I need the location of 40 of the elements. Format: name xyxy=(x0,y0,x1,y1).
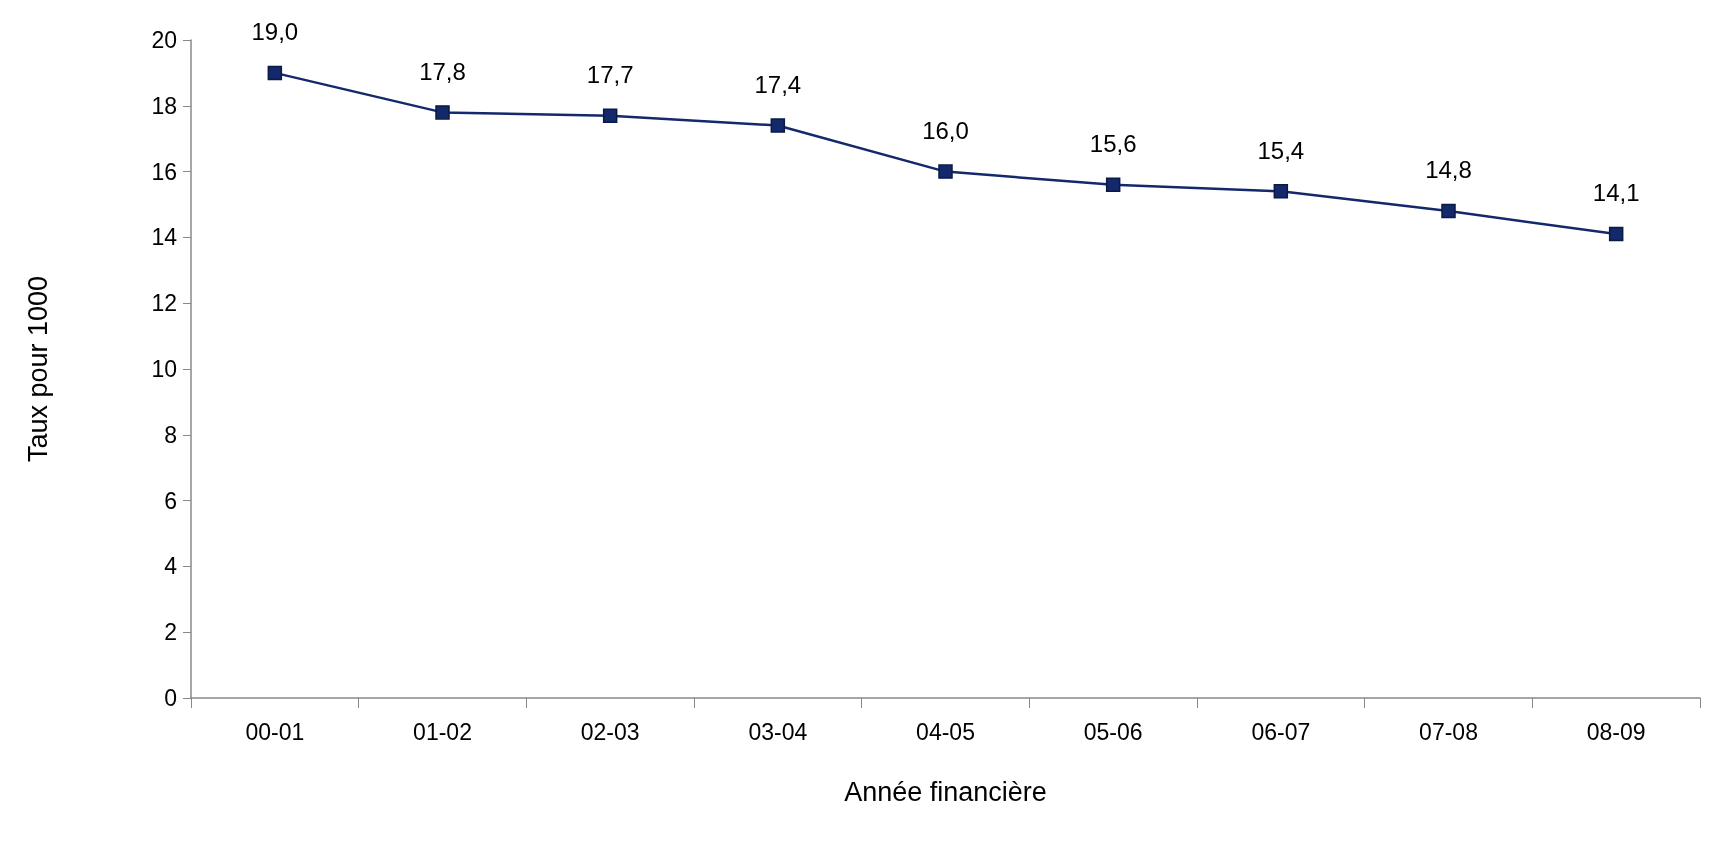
y-tick-label: 8 xyxy=(164,421,177,448)
data-label: 19,0 xyxy=(251,18,299,46)
x-tick-label: 00-01 xyxy=(245,718,305,745)
y-tick-label: 2 xyxy=(164,619,177,646)
data-label: 15,6 xyxy=(1089,130,1137,158)
x-tick-label: 04-05 xyxy=(916,718,975,745)
point xyxy=(1105,177,1121,193)
point xyxy=(267,65,283,81)
x-axis-title: Année financière xyxy=(844,776,1047,807)
y-tick-label: 16 xyxy=(151,158,177,185)
y-tick-label: 0 xyxy=(164,685,177,711)
x-tick-label: 05-06 xyxy=(1083,718,1143,745)
point xyxy=(938,164,953,179)
x-tick-label: 06-07 xyxy=(1251,718,1311,745)
point xyxy=(1273,184,1289,199)
x-tick-label: 07-08 xyxy=(1419,718,1478,745)
data-label: 17,8 xyxy=(419,57,466,85)
point xyxy=(1441,203,1456,219)
point xyxy=(1608,226,1624,242)
y-tick-label: 10 xyxy=(151,356,177,382)
y-tick-label: 6 xyxy=(164,487,177,514)
x-tick-label: 01-02 xyxy=(413,718,472,745)
point xyxy=(770,118,786,133)
data-label: 17,7 xyxy=(586,60,634,88)
data-label: 15,4 xyxy=(1257,136,1305,164)
y-axis-title: Taux pour 1000 xyxy=(22,275,53,463)
y-tick-label: 14 xyxy=(151,224,178,251)
point xyxy=(435,105,450,120)
y-tick-label: 20 xyxy=(151,27,177,53)
y-tick-label: 4 xyxy=(164,553,178,580)
x-tick-label: 03-04 xyxy=(748,718,808,745)
x-tick-label: 02-03 xyxy=(580,718,640,745)
y-tick-label: 18 xyxy=(151,92,177,119)
data-label: 14,8 xyxy=(1425,156,1472,184)
data-label: 16,0 xyxy=(922,116,969,144)
x-tick-label: 08-09 xyxy=(1586,718,1646,745)
data-label: 17,4 xyxy=(754,70,802,98)
point xyxy=(602,108,618,123)
data-label: 14,1 xyxy=(1592,179,1640,207)
y-tick-label: 12 xyxy=(151,290,177,317)
